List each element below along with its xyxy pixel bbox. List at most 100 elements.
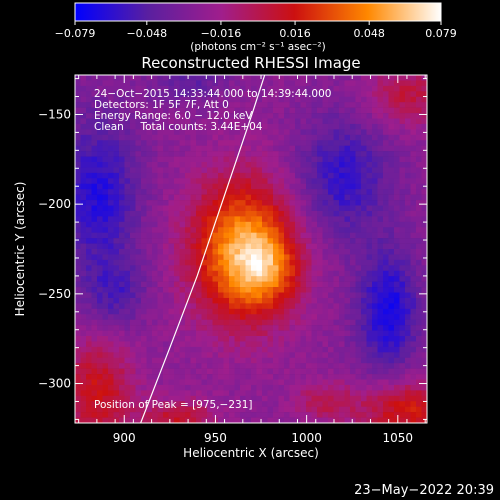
heatmap-cell [240,346,246,353]
heatmap-cell [113,227,120,233]
heatmap-cell [212,384,219,391]
heatmap-cell [377,134,384,141]
heatmap-cell [399,352,406,359]
heatmap-cell [300,281,307,288]
heatmap-cell [245,210,252,217]
heatmap-cell [212,297,219,304]
heatmap-cell [102,205,109,212]
heatmap-cell [234,156,241,163]
heatmap-cell [163,85,169,92]
heatmap-cell [372,276,378,282]
heatmap-cell [207,341,213,348]
heatmap-cell [75,85,81,92]
heatmap-cell [383,194,389,201]
heatmap-cell [256,352,263,359]
heatmap-cell [108,75,114,81]
heatmap-cell [75,319,81,326]
heatmap-cell [174,319,180,326]
heatmap-cell [421,156,427,163]
heatmap-cell [141,395,147,402]
heatmap-cell [152,85,158,92]
heatmap-cell [218,80,224,87]
heatmap-cell [196,297,202,304]
heatmap-cell [405,221,411,228]
heatmap-cell [135,281,142,288]
heatmap-cell [333,232,340,239]
heatmap-cell [135,412,142,418]
heatmap-cell [366,368,373,375]
heatmap-cell [366,384,373,391]
heatmap-cell [174,330,180,337]
heatmap-cell [262,336,268,342]
heatmap-cell [421,91,427,98]
heatmap-cell [91,172,98,179]
heatmap-cell [421,314,427,320]
heatmap-cell [240,96,246,103]
heatmap-cell [383,167,389,174]
heatmap-cell [311,270,318,277]
heatmap-cell [86,390,92,397]
heatmap-cell [421,189,427,195]
heatmap-cell [333,395,340,402]
heatmap-cell [152,330,158,337]
heatmap-cell [262,319,268,326]
heatmap-cell [179,167,186,174]
heatmap-cell [130,346,136,353]
heatmap-cell [80,357,87,364]
heatmap-cell [102,162,109,168]
heatmap-cell [405,346,411,353]
heatmap-cell [119,200,125,206]
heatmap-cell [86,96,92,103]
heatmap-cell [388,352,395,359]
heatmap-cell [388,178,395,185]
heatmap-cell [361,238,367,244]
heatmap-cell [328,336,334,342]
heatmap-cell [344,178,351,185]
heatmap-cell [152,379,158,386]
heatmap-cell [75,254,81,261]
heatmap-cell [339,200,345,206]
heatmap-cell [179,319,186,326]
heatmap-cell [306,75,312,81]
heatmap-cell [372,379,378,386]
heatmap-cell [251,238,257,244]
heatmap-cell [355,140,362,146]
heatmap-cell [267,129,274,136]
heatmap-cell [306,303,312,310]
heatmap-cell [196,243,202,250]
heatmap-cell [394,189,400,195]
heatmap-cell [394,363,400,369]
heatmap-cell [80,80,87,87]
heatmap-cell [91,281,98,288]
heatmap-cell [383,314,389,320]
heatmap-cell [185,341,191,348]
heatmap-cell [421,172,427,179]
heatmap-cell [113,232,120,239]
heatmap-cell [350,270,356,277]
heatmap-cell [256,232,263,239]
heatmap-cell [80,102,87,108]
heatmap-cell [207,145,213,152]
heatmap-cell [80,178,87,185]
heatmap-cell [229,134,235,141]
heatmap-cell [97,113,103,119]
heatmap-cell [80,384,87,391]
heatmap-cell [174,406,180,413]
heatmap-cell [273,390,279,397]
heatmap-cell [262,303,268,310]
heatmap-cell [256,325,263,331]
heatmap-cell [168,210,175,217]
heatmap-cell [278,319,285,326]
heatmap-cell [223,178,230,185]
heatmap-cell [377,287,384,293]
heatmap-cell [273,96,279,103]
heatmap-cell [113,297,120,304]
heatmap-cell [146,412,153,418]
heatmap-cell [388,308,395,315]
heatmap-cell [256,308,263,315]
heatmap-cell [295,200,301,206]
heatmap-cell [284,151,290,157]
heatmap-cell [262,395,268,402]
heatmap-cell [212,314,219,320]
heatmap-cell [108,368,114,375]
